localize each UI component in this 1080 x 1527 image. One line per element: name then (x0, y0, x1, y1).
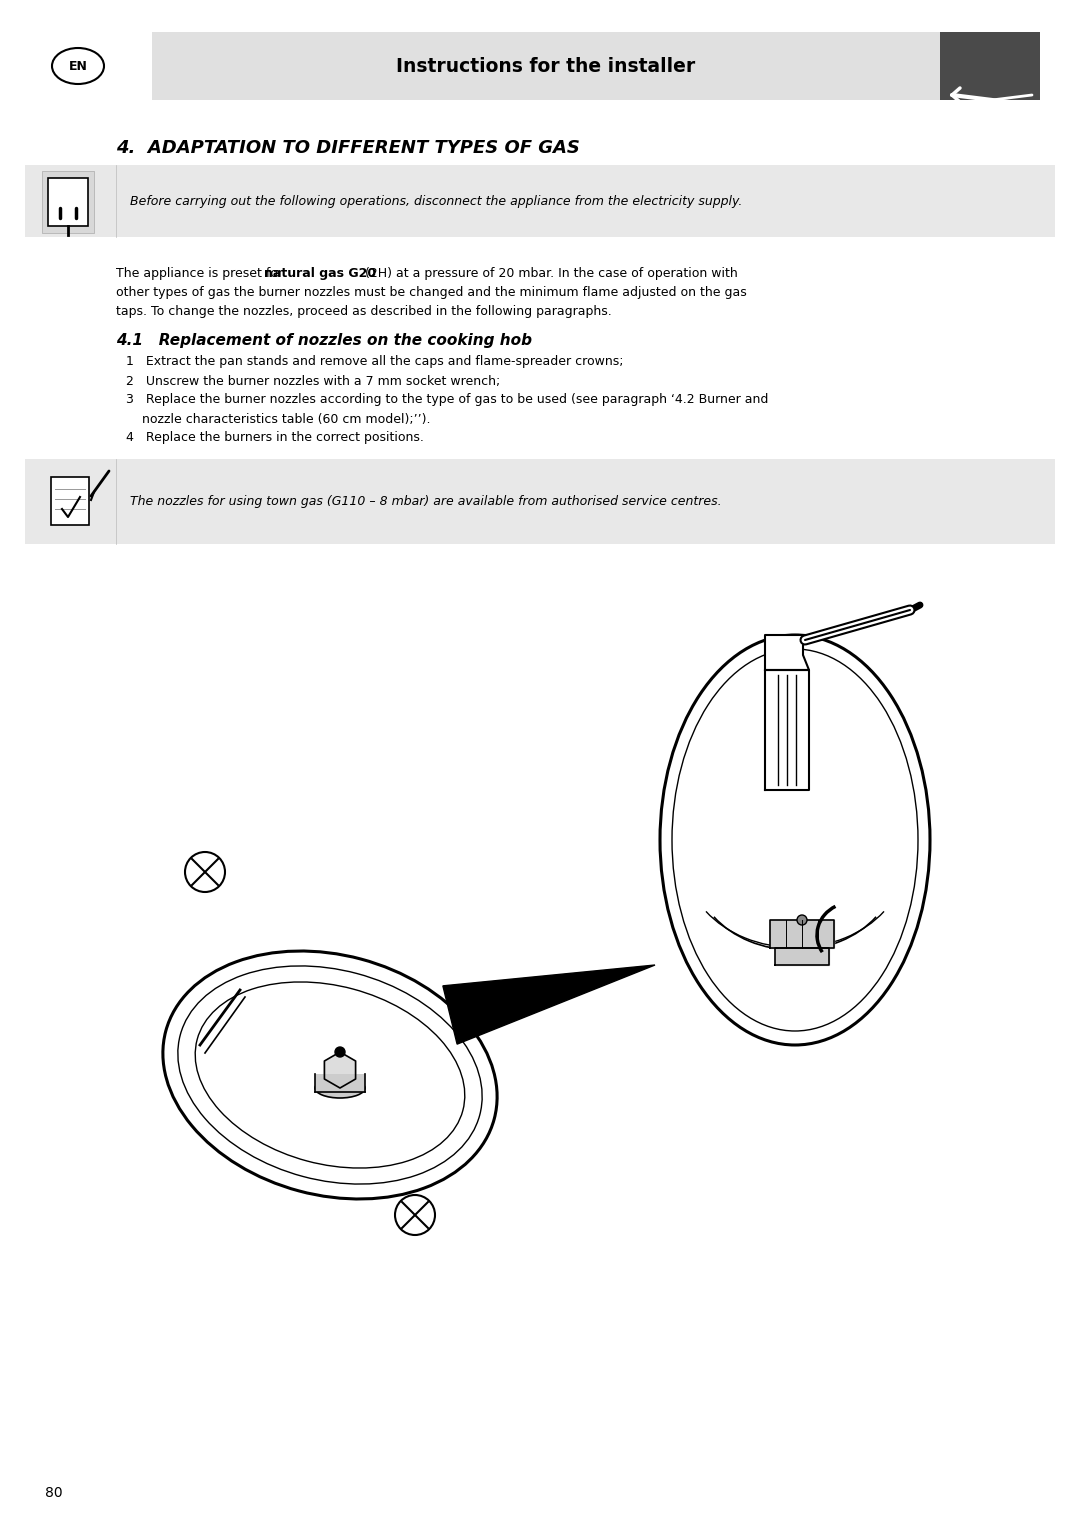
Bar (152, 32, 940, 99)
Text: The nozzles for using town gas (G110 – 8 mbar) are available from authorised ser: The nozzles for using town gas (G110 – 8… (130, 495, 721, 507)
Text: taps. To change the nozzles, proceed as described in the following paragraphs.: taps. To change the nozzles, proceed as … (116, 305, 611, 318)
Text: Instructions for the installer: Instructions for the installer (396, 56, 696, 75)
Bar (940, 32, 1040, 99)
Ellipse shape (660, 635, 930, 1044)
Text: 80: 80 (45, 1486, 63, 1500)
Bar (315, 1073, 365, 1092)
Text: 4.1   Replacement of nozzles on the cooking hob: 4.1 Replacement of nozzles on the cookin… (116, 333, 532, 348)
Bar (48, 179, 87, 226)
Text: 4   Replace the burners in the correct positions.: 4 Replace the burners in the correct pos… (126, 432, 423, 444)
Circle shape (395, 1196, 435, 1235)
Bar (25, 458, 1055, 544)
Text: 3   Replace the burner nozzles according to the type of gas to be used (see para: 3 Replace the burner nozzles according t… (126, 394, 768, 406)
Text: 2   Unscrew the burner nozzles with a 7 mm socket wrench;: 2 Unscrew the burner nozzles with a 7 mm… (126, 374, 500, 388)
Circle shape (797, 915, 807, 925)
Text: The appliance is preset for: The appliance is preset for (116, 267, 287, 279)
Text: 4.  ADAPTATION TO DIFFERENT TYPES OF GAS: 4. ADAPTATION TO DIFFERENT TYPES OF GAS (116, 139, 580, 157)
Polygon shape (324, 1052, 355, 1089)
Circle shape (185, 852, 225, 892)
Text: other types of gas the burner nozzles must be changed and the minimum flame adju: other types of gas the burner nozzles mu… (116, 286, 746, 299)
Text: EN: EN (68, 60, 87, 72)
Ellipse shape (315, 1078, 365, 1098)
Polygon shape (770, 919, 834, 948)
Text: natural gas G20: natural gas G20 (264, 267, 376, 279)
Polygon shape (765, 635, 809, 670)
Text: (2H) at a pressure of 20 mbar. In the case of operation with: (2H) at a pressure of 20 mbar. In the ca… (361, 267, 738, 279)
Polygon shape (765, 670, 809, 789)
Text: Before carrying out the following operations, disconnect the appliance from the : Before carrying out the following operat… (130, 194, 742, 208)
Bar (51, 476, 89, 525)
Circle shape (335, 1048, 345, 1057)
Polygon shape (443, 965, 654, 1044)
Bar (25, 165, 1055, 237)
Text: nozzle characteristics table (60 cm model);’’).: nozzle characteristics table (60 cm mode… (126, 412, 431, 426)
Bar (42, 171, 94, 234)
Polygon shape (775, 948, 829, 965)
Text: 1   Extract the pan stands and remove all the caps and flame-spreader crowns;: 1 Extract the pan stands and remove all … (126, 356, 623, 368)
Ellipse shape (163, 951, 497, 1199)
